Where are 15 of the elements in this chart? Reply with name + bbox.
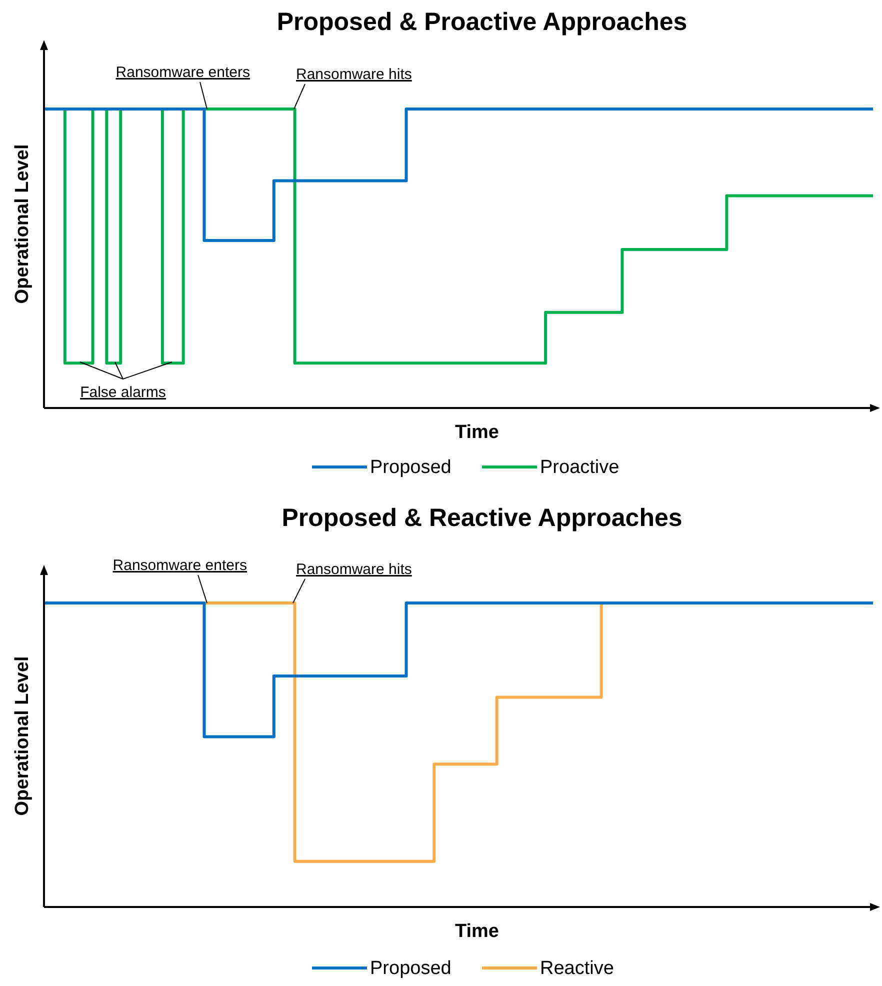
x-axis-title: Time — [454, 422, 500, 443]
legend-label: Proactive — [540, 457, 620, 478]
annotation: False alarms — [80, 384, 166, 401]
text: Ransomware hits — [296, 561, 412, 578]
chart-title: Proposed & Reactive Approaches — [282, 504, 682, 532]
x-axis-title: Time — [454, 921, 500, 942]
text: Ransomware hits — [296, 66, 412, 83]
chart-title: Proposed & Proactive Approaches — [276, 8, 688, 36]
legend-label: Reactive — [540, 958, 614, 979]
text: Ransomware enters — [116, 64, 250, 81]
text: Ransomware enters — [112, 557, 247, 574]
y-axis-title: Operational Level — [12, 144, 33, 304]
y-axis-title: Operational Level — [12, 656, 33, 816]
legend-label: Proposed — [370, 958, 452, 979]
legend-label: Proposed — [370, 457, 452, 478]
